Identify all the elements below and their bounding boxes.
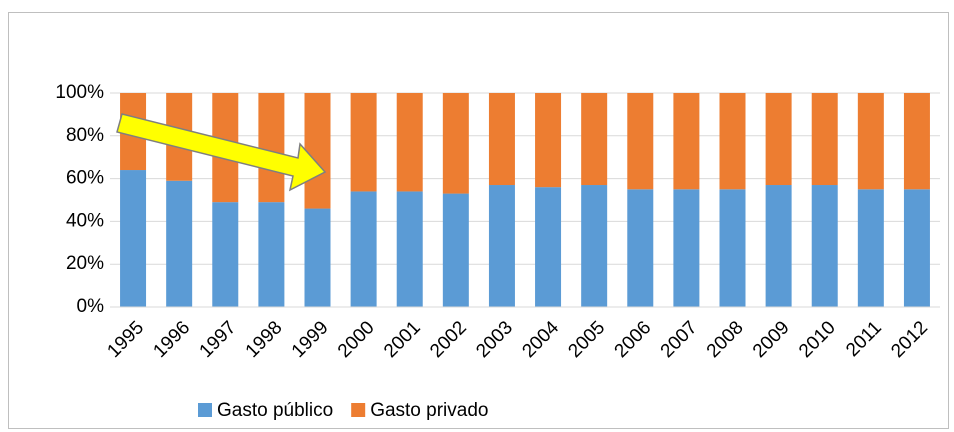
bar-segment xyxy=(442,193,469,307)
bar-segment xyxy=(673,93,700,190)
bar-segment xyxy=(304,208,331,307)
bar-segment xyxy=(535,187,562,307)
bar-segment xyxy=(581,93,608,186)
bar-segment xyxy=(903,93,930,190)
bar-segment xyxy=(120,170,147,307)
y-tick-label: 20% xyxy=(66,253,104,274)
bar-segment xyxy=(903,189,930,307)
bar-segment xyxy=(258,93,285,203)
bar-segment xyxy=(765,185,792,307)
bar-segment xyxy=(488,185,515,307)
y-tick-label: 0% xyxy=(77,296,105,317)
y-tick-label: 80% xyxy=(66,125,104,146)
bar-segment xyxy=(811,93,838,186)
bar-segment xyxy=(442,93,469,194)
bar-segment xyxy=(857,189,884,307)
bar-segment xyxy=(350,93,377,192)
bar-segment xyxy=(719,93,746,190)
legend-swatch xyxy=(351,403,366,417)
bar-segment xyxy=(258,202,285,307)
bar-segment xyxy=(719,189,746,307)
chart-border xyxy=(8,12,949,429)
bar-segment xyxy=(166,180,193,307)
legend-swatch xyxy=(198,403,212,417)
legend-label: Gasto privado xyxy=(370,400,488,421)
bar-segment xyxy=(350,191,377,307)
bar-segment xyxy=(765,93,792,186)
bar-segment xyxy=(212,202,239,307)
bar-segment xyxy=(673,189,700,307)
bar-segment xyxy=(581,185,608,307)
bar-segment xyxy=(488,93,515,186)
bar-segment xyxy=(857,93,884,190)
y-tick-label: 60% xyxy=(66,168,104,189)
bar-segment xyxy=(627,93,654,190)
bar-segment xyxy=(535,93,562,188)
legend-label: Gasto público xyxy=(217,400,333,421)
bar-segment xyxy=(396,93,423,192)
bar-segment xyxy=(811,185,838,307)
bar-segment xyxy=(304,93,331,209)
bar-segment xyxy=(627,189,654,307)
y-tick-label: 40% xyxy=(66,210,104,231)
annotation-arrow xyxy=(116,113,327,192)
bar-segment xyxy=(396,191,423,307)
y-tick-label: 100% xyxy=(55,82,104,103)
